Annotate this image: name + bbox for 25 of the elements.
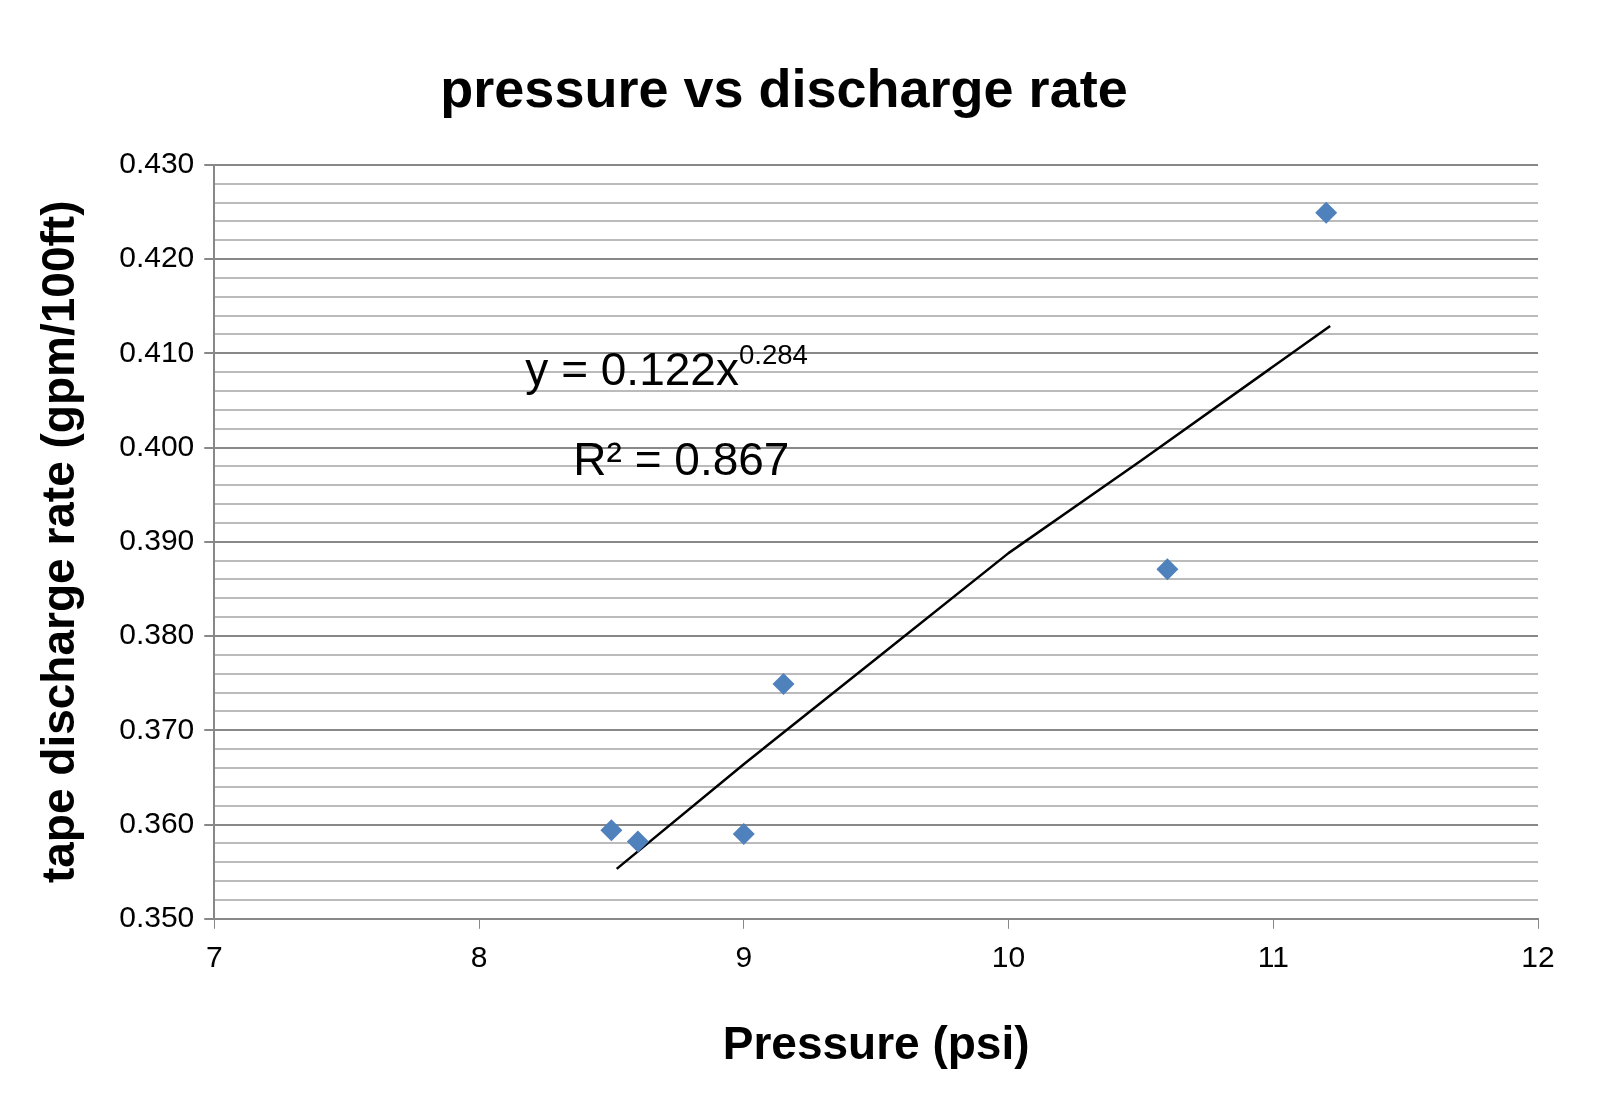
point	[1156, 558, 1179, 581]
y-tick-label: 0.420	[119, 240, 195, 274]
x-axis-title: Pressure (psi)	[722, 1017, 1030, 1070]
x-tick-label: 11	[1257, 940, 1289, 974]
y-axis-title: tape discharge rate (gpm/100ft)	[32, 200, 85, 884]
y-tick-label: 0.380	[119, 617, 195, 651]
chart-title: pressure vs discharge rate	[440, 58, 1128, 119]
point	[732, 822, 755, 845]
y-tick-label: 0.370	[119, 711, 195, 745]
annotation: R² = 0.867	[573, 432, 790, 485]
y-tick-label: 0.360	[119, 805, 195, 839]
point	[626, 830, 649, 853]
y-tick-label: 0.430	[119, 146, 195, 180]
point	[772, 673, 795, 696]
point	[600, 819, 623, 842]
x-tick-label: 8	[470, 940, 488, 974]
x-tick-label: 7	[205, 940, 223, 974]
y-tick-label: 0.390	[119, 523, 195, 557]
y-tick-label: 0.400	[119, 428, 195, 462]
point	[1315, 201, 1338, 224]
y-tick-label: 0.410	[119, 334, 195, 368]
y-tick-label: 0.350	[119, 900, 195, 934]
x-tick-label: 9	[735, 940, 753, 974]
x-tick-label: 10	[991, 940, 1026, 974]
x-tick-label: 12	[1521, 940, 1555, 974]
